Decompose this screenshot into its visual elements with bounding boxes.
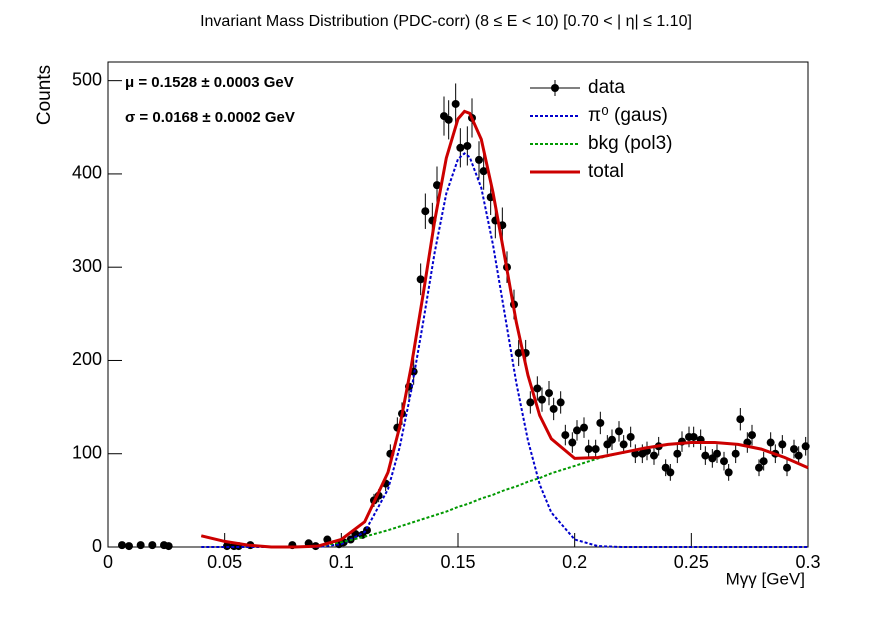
data-point [673,449,682,458]
data-point [650,451,658,460]
x-tick-label: 0.1 [329,552,354,572]
fit-annotation: σ = 0.0168 ± 0.0002 GeV [125,109,295,126]
data-point [545,389,553,398]
legend-label: data [588,77,625,98]
fit-annotation: μ = 0.1528 ± 0.0003 GeV [125,74,294,91]
y-tick-label: 300 [72,256,102,276]
fit-curve [201,152,808,548]
y-tick-label: 0 [92,536,102,556]
data-point [573,426,581,435]
x-tick-label: 0 [103,552,113,572]
legend-marker [551,84,559,92]
legend-label: total [588,161,624,182]
data-point [591,445,600,454]
data-point [801,442,810,451]
data-point [713,449,721,458]
y-tick-label: 100 [72,442,102,462]
y-axis-label: Counts [34,65,55,125]
x-tick-label: 0.25 [674,552,709,572]
data-point [580,423,588,432]
data-point [701,451,710,460]
data-point [748,431,756,440]
legend-label: bkg (pol3) [588,133,673,154]
x-axis-label: Mγγ [GeV] [726,569,805,588]
data-point [619,440,628,449]
data-point [724,468,733,477]
data-point [615,427,623,436]
data-point [416,275,425,284]
data-point [783,463,791,472]
data-point [720,457,728,466]
y-tick-label: 400 [72,163,102,183]
data-point [790,445,798,454]
data-point [596,418,605,427]
data-point [736,415,745,424]
data-point [533,384,542,393]
fit-curve [200,109,809,549]
data-point [451,99,460,108]
data-point [118,541,126,550]
x-tick-label: 0.2 [562,552,587,572]
data-point [125,542,133,551]
data-point [778,440,787,449]
data-point [608,435,616,444]
data-point [514,349,523,357]
data-point [433,181,441,190]
data-point [538,395,546,404]
y-tick-label: 500 [72,69,102,89]
x-tick-label: 0.3 [795,552,820,572]
data-point [626,432,635,441]
x-tick-label: 0.15 [440,552,475,572]
data-point [584,445,593,454]
data-point [731,449,740,458]
data-point [456,143,465,152]
data-point [164,542,173,551]
data-point [444,115,453,124]
data-point [421,207,430,216]
data-point [766,438,775,447]
data-point [561,431,570,440]
data-point [794,451,803,460]
data-point [526,398,535,407]
data-point [556,398,565,407]
y-tick-label: 200 [72,349,102,369]
data-point [755,463,763,472]
legend-label: π⁰ (gaus) [588,105,668,126]
data-point [568,438,577,447]
data-point [549,404,558,413]
data-point [475,155,483,164]
data-point [463,141,472,150]
x-tick-label: 0.05 [207,552,242,572]
chart-title: Invariant Mass Distribution (PDC-corr) (… [200,13,692,30]
data-point [148,541,157,550]
data-point [479,167,488,176]
data-point [689,432,698,441]
data-point [666,468,675,477]
data-point [136,541,145,550]
data-point [759,457,768,466]
